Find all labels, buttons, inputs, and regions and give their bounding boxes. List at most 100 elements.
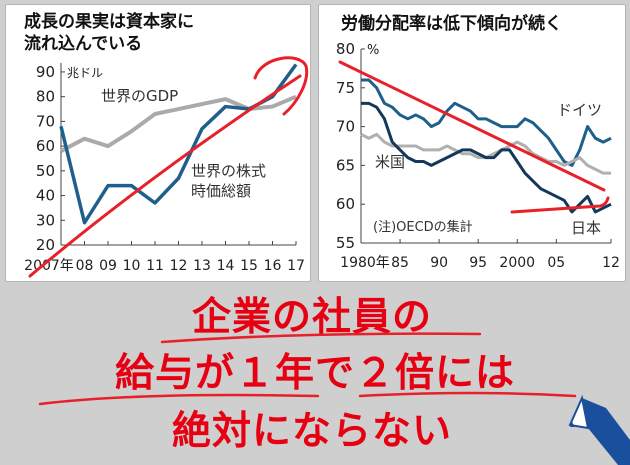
- right-series-2-point: [477, 157, 479, 159]
- left-series-1-point: [295, 96, 297, 98]
- right-series-3-point: [376, 106, 378, 108]
- right-series-1-point: [470, 110, 472, 112]
- right-series-2-point: [360, 134, 362, 136]
- right-label-us: 米国: [375, 153, 405, 171]
- right-series-2-point: [587, 165, 589, 167]
- right-series-3-point: [384, 118, 386, 120]
- right-series-2-point: [556, 161, 558, 163]
- left-series-2-point: [272, 96, 274, 98]
- right-x-tick-label: 90: [430, 255, 448, 271]
- left-label-equity-line-2: 時価総額: [191, 182, 251, 200]
- right-series-2-point: [462, 153, 464, 155]
- right-series-2-point: [407, 145, 409, 147]
- right-series-1-point: [368, 79, 370, 81]
- left-series-2-point: [154, 202, 156, 204]
- right-series-1-point: [516, 126, 518, 128]
- right-y-tick-label: 75: [336, 79, 355, 97]
- right-series-1-point: [391, 106, 393, 108]
- right-series-2-point: [415, 145, 417, 147]
- right-series-1-point: [524, 118, 526, 120]
- left-x-tick-label: 10: [123, 258, 141, 274]
- left-series-2-point: [107, 185, 109, 187]
- left-unit-label: 兆ドル: [67, 66, 103, 80]
- left-x-tick-label: 14: [217, 258, 235, 274]
- right-series-1-point: [454, 103, 456, 105]
- right-series-2-point: [391, 145, 393, 147]
- right-series-2-point: [595, 168, 597, 170]
- left-series-1-point: [154, 113, 156, 115]
- right-series-2-point: [470, 153, 472, 155]
- left-y-tick-label: 40: [36, 187, 55, 205]
- right-series-3-point: [477, 153, 479, 155]
- right-x-tick-label: 85: [391, 255, 409, 271]
- right-series-1-point: [423, 118, 425, 120]
- left-chart-title-line-1: 成長の果実は資本家に: [24, 12, 194, 32]
- left-chart-title-line-2: 流れ込んでいる: [24, 34, 143, 54]
- right-series-1-point: [462, 106, 464, 108]
- right-series-1-point: [485, 118, 487, 120]
- right-x-tick-label: 95: [469, 255, 487, 271]
- right-series-1-point: [579, 149, 581, 151]
- right-series-1-point: [563, 161, 565, 163]
- left-x-tick-label: 16: [264, 258, 282, 274]
- left-y-tick-label: 50: [36, 162, 55, 180]
- right-series-3-point: [540, 188, 542, 190]
- right-series-3-point: [485, 157, 487, 159]
- right-series-3-point: [563, 200, 565, 202]
- right-series-2-point: [610, 172, 612, 174]
- right-series-2-point: [516, 141, 518, 143]
- right-series-1-point: [571, 165, 573, 167]
- right-series-1-point: [376, 87, 378, 89]
- right-series-1-point: [602, 141, 604, 143]
- right-series-3-point: [516, 161, 518, 163]
- right-series-1-point: [493, 122, 495, 124]
- right-series-3-point: [391, 141, 393, 143]
- left-x-tick-label: 09: [99, 258, 117, 274]
- left-y-tick-label: 20: [36, 236, 55, 254]
- caption-line-1: 企業の社員の: [191, 295, 432, 340]
- right-x-tick-label: 2000: [499, 255, 535, 271]
- right-series-3-point: [454, 153, 456, 155]
- left-series-2-point: [225, 106, 227, 108]
- right-series-3-point: [438, 161, 440, 163]
- right-series-2-point: [563, 165, 565, 167]
- right-series-2-point: [509, 145, 511, 147]
- right-chart-panel: 労働分配率は低下傾向が続く 55 60 65 70 75 80% 1980年 85 90 95 20…: [318, 4, 626, 282]
- right-series-2-point: [540, 157, 542, 159]
- right-series-2-point: [571, 161, 573, 163]
- right-series-1-point: [399, 114, 401, 116]
- right-series-2-point: [524, 145, 526, 147]
- right-series-3-point: [415, 161, 417, 163]
- left-x-tick-label: 12: [170, 258, 188, 274]
- right-series-3-point: [595, 211, 597, 213]
- right-series-3-point: [423, 161, 425, 163]
- right-series-1-point: [610, 137, 612, 139]
- right-series-3-point: [532, 180, 534, 182]
- right-series-1-point: [407, 118, 409, 120]
- right-series-2-point: [384, 141, 386, 143]
- right-label-germany: ドイツ: [557, 101, 602, 119]
- left-series-2-point: [295, 64, 297, 66]
- left-series-1-point: [84, 138, 86, 140]
- right-series-1-point: [360, 79, 362, 81]
- left-x-tick-label: 17: [287, 258, 305, 274]
- left-x-tick-label: 13: [193, 258, 211, 274]
- right-y-tick-label: 65: [336, 156, 355, 174]
- right-series-1-point: [477, 118, 479, 120]
- left-series-2-point: [178, 177, 180, 179]
- left-label-gdp: 世界のGDP: [101, 87, 178, 105]
- caption-block: 企業の社員の 給与が１年で２倍には 絶対にならない: [0, 282, 630, 465]
- right-series-2-point: [399, 145, 401, 147]
- left-series-1-point: [225, 98, 227, 100]
- left-series-1-point: [201, 103, 203, 105]
- left-series-2-point: [201, 128, 203, 130]
- left-series-1-point: [60, 150, 62, 152]
- right-series-2-point: [454, 149, 456, 151]
- left-series-2-point: [131, 185, 133, 187]
- right-series-3-point: [548, 192, 550, 194]
- left-label-equity-line-1: 世界の株式: [191, 162, 266, 180]
- right-series-2-point: [438, 149, 440, 151]
- caption-line-2: 給与が１年で２倍には: [114, 351, 515, 396]
- right-series-2-point: [493, 153, 495, 155]
